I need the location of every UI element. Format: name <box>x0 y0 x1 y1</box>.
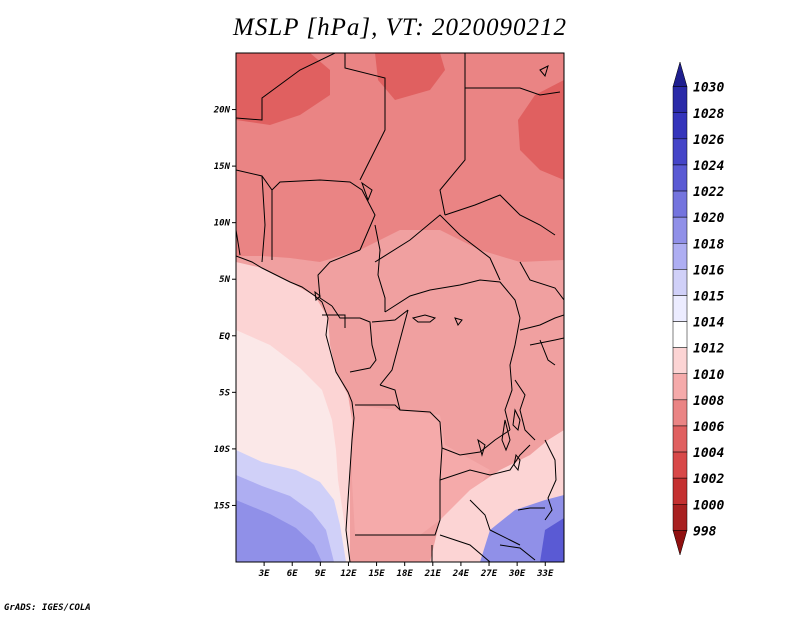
colorbar-label: 1010 <box>693 368 724 383</box>
colorbar-label: 1004 <box>693 446 724 461</box>
colorbar-segment <box>672 295 688 322</box>
lat-tick-label: 15N <box>214 162 231 172</box>
lat-tick-label: 20N <box>213 106 231 116</box>
colorbar-label: 1008 <box>693 394 724 409</box>
map-title: MSLP [hPa], VT: 2020090212 <box>233 14 567 41</box>
map-frame <box>235 52 565 563</box>
lon-tick-label: 27E <box>480 569 498 579</box>
colorbar-segment <box>672 243 688 270</box>
colorbar-segment <box>672 216 688 244</box>
region-south-atlantic-high-3 <box>236 500 322 562</box>
pressure-field <box>236 53 564 562</box>
lon-tick-label: 6E <box>287 569 298 579</box>
lon-tick-label: 9E <box>315 569 326 579</box>
region-north-sahara-deep-low <box>236 53 330 125</box>
colorbar-segment <box>672 164 688 192</box>
colorbar-segment <box>672 451 688 479</box>
colorbar-segment <box>672 347 688 374</box>
lon-tick-label: 24E <box>452 569 470 579</box>
lat-tick-label: 5N <box>219 275 230 285</box>
lat-tick-label: 10N <box>214 219 231 229</box>
colorbar-label: 1020 <box>693 211 724 226</box>
colorbar-label: 1026 <box>693 133 724 148</box>
colorbar-label: 1030 <box>693 81 724 96</box>
lat-tick-label: 10S <box>214 445 231 455</box>
colorbar-label: 1015 <box>693 289 724 304</box>
colorbar-segment <box>672 86 688 114</box>
region-north-sahara-deep-low <box>518 80 564 180</box>
colorbar-label: 1006 <box>693 420 724 435</box>
colorbar-label: 1014 <box>693 316 724 331</box>
colorbar-label: 1000 <box>693 498 724 513</box>
lon-tick-label: 15E <box>368 569 385 579</box>
colorbar-segment <box>672 321 688 348</box>
colorbar-segment <box>672 112 688 140</box>
lat-tick-label: EQ <box>219 332 230 342</box>
colorbar-segment <box>672 425 688 453</box>
latitude-axis: 20N 15N 10N 5N EQ 5S 10S 15S <box>213 106 236 511</box>
colorbar-segment <box>672 399 688 427</box>
lon-tick-label: 33E <box>536 569 554 579</box>
colorbar-label: 1012 <box>693 342 724 357</box>
lon-tick-label: 30E <box>508 569 526 579</box>
colorbar-label: 1018 <box>693 237 724 252</box>
colorbar-label: 1022 <box>693 185 724 200</box>
colorbar-segment <box>672 504 688 531</box>
lon-tick-label: 12E <box>340 569 357 579</box>
country-borders <box>236 53 564 562</box>
region-north-sahara-deep-low <box>375 53 445 100</box>
colorbar-label: 1028 <box>693 107 724 122</box>
colorbar-segment <box>672 269 688 296</box>
footer-credit: GrADS: IGES/COLA <box>4 603 91 613</box>
colorbar-segment <box>672 138 688 166</box>
colorbar-label: 1016 <box>693 263 724 278</box>
lon-tick-label: 18E <box>397 569 414 579</box>
colorbar-label: 1002 <box>693 472 724 487</box>
colorbar: 1030 1028 1026 1024 1022 1020 1018 1016 1015 1014… <box>672 61 724 556</box>
colorbar-bottom-arrow <box>672 530 688 556</box>
colorbar-label: 998 <box>693 524 717 539</box>
region-angola-zambia <box>352 405 490 535</box>
colorbar-top-arrow <box>672 61 688 87</box>
colorbar-segment <box>672 190 688 218</box>
region-mozambique-high-core <box>540 518 564 562</box>
region-sahel-low <box>236 53 564 262</box>
colorbar-label: 1024 <box>693 159 724 174</box>
lon-tick-label: 3E <box>258 569 270 579</box>
colorbar-segment <box>672 477 688 505</box>
lat-tick-label: 15S <box>214 501 231 511</box>
lon-tick-label: 21E <box>424 569 442 579</box>
longitude-axis: 3E 6E 9E 12E 15E 18E 21E 24E 27E 30E 33E <box>258 562 554 579</box>
lat-tick-label: 5S <box>219 388 230 398</box>
colorbar-segment <box>672 373 688 401</box>
